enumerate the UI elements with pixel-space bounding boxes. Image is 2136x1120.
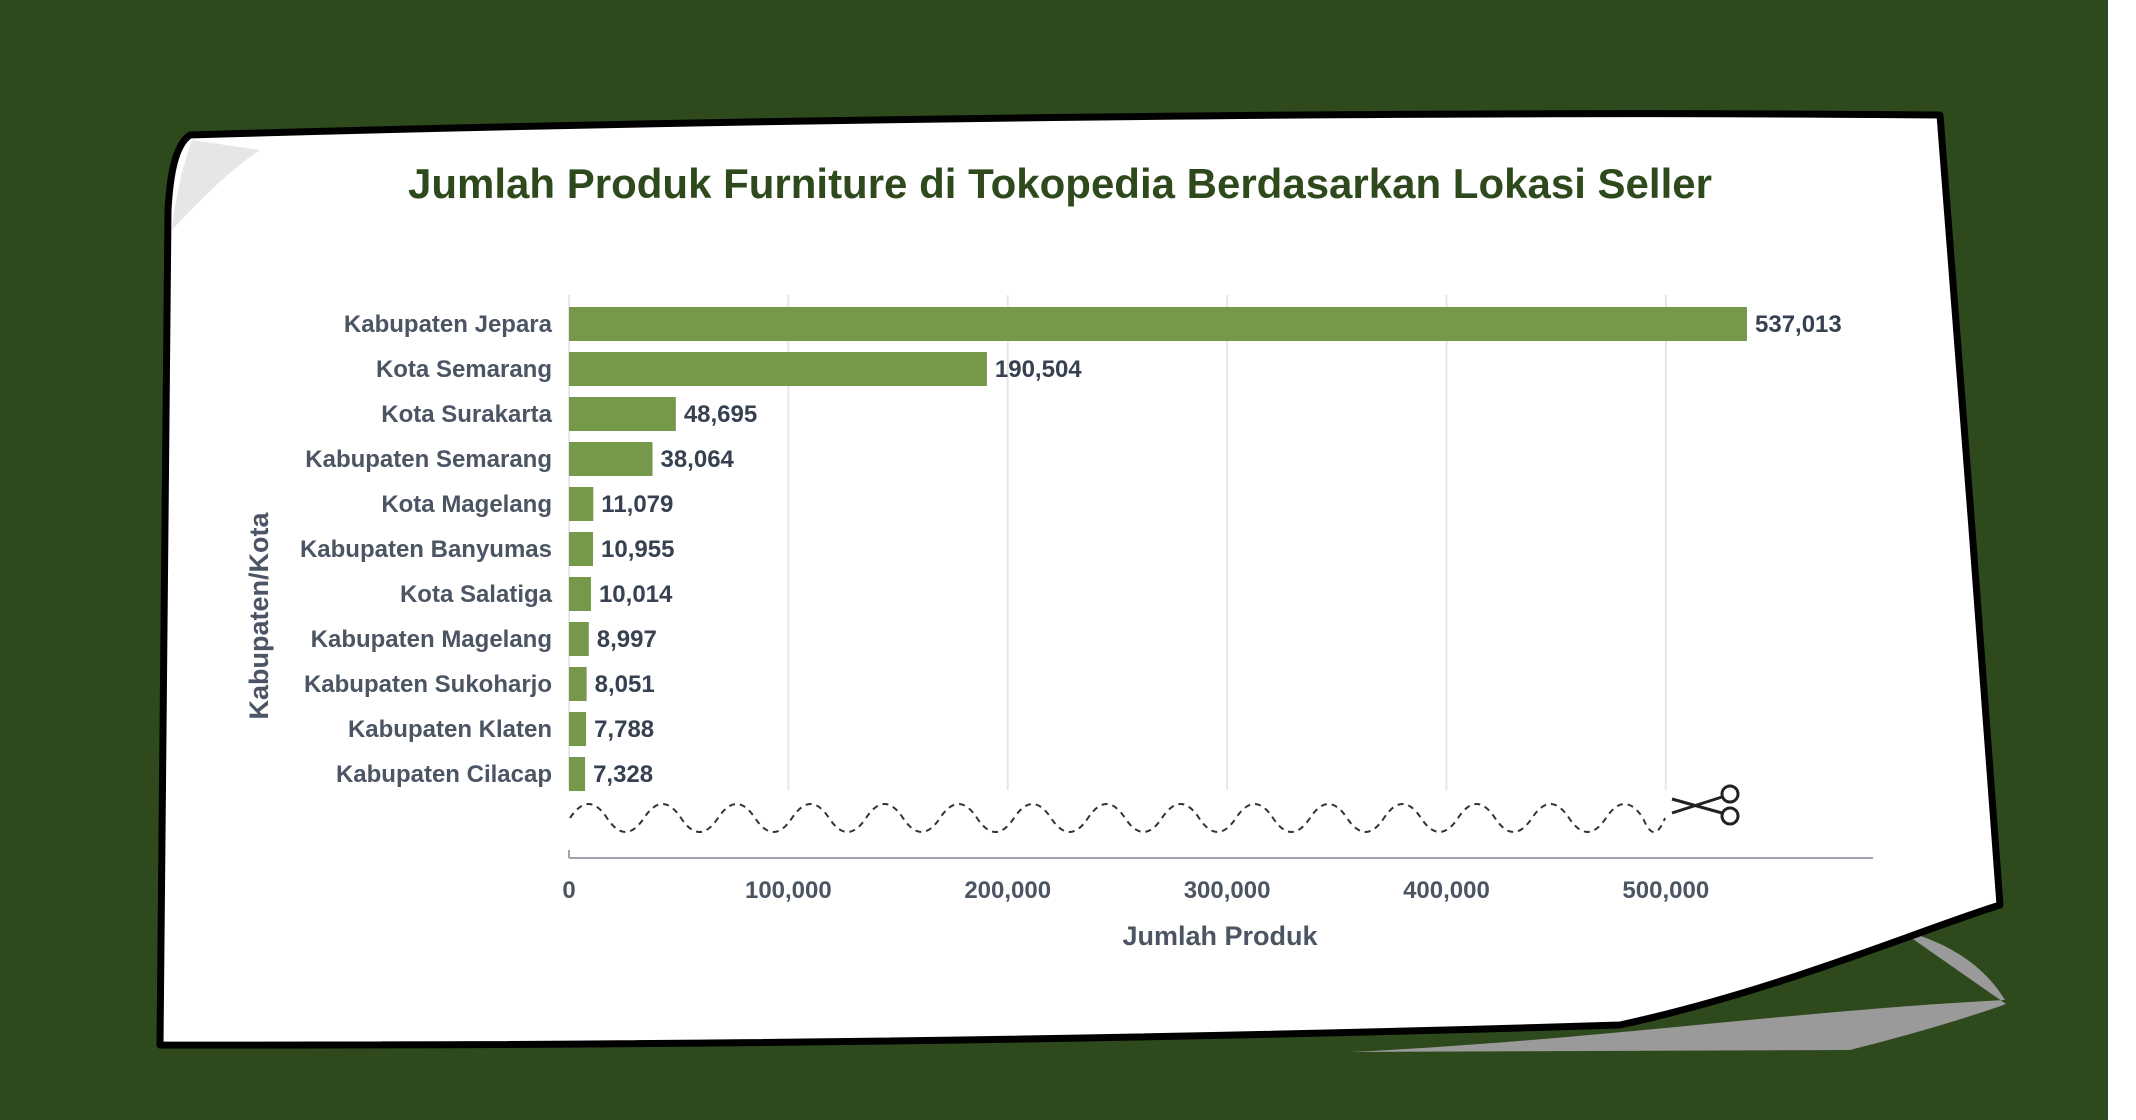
value-label-5: 10,955 — [601, 536, 674, 563]
category-label-4: Kota Magelang — [381, 491, 552, 518]
category-label-7: Kabupaten Magelang — [311, 626, 552, 653]
value-label-3: 38,064 — [660, 446, 734, 473]
paper-curl-shade — [172, 140, 260, 230]
value-label-8: 8,051 — [595, 671, 655, 698]
bar-2 — [569, 397, 676, 431]
chart-title: Jumlah Produk Furniture di Tokopedia Ber… — [408, 160, 1712, 207]
value-label-7: 8,997 — [597, 626, 657, 653]
value-label-10: 7,328 — [593, 761, 653, 788]
scissors-ring-a — [1720, 784, 1740, 804]
value-label-6: 10,014 — [599, 581, 673, 608]
category-label-1: Kota Semarang — [376, 356, 552, 383]
category-label-10: Kabupaten Cilacap — [336, 761, 552, 788]
category-label-2: Kota Surakarta — [381, 401, 552, 428]
x-tick-label-3: 300,000 — [1184, 877, 1271, 904]
bar-0 — [569, 307, 1747, 341]
x-tick-label-5: 500,000 — [1622, 877, 1709, 904]
scissors-icon — [1671, 784, 1740, 826]
bar-1 — [569, 352, 987, 386]
axis-break — [569, 784, 1740, 833]
value-label-2: 48,695 — [684, 401, 757, 428]
value-label-0: 537,013 — [1755, 311, 1842, 338]
category-label-6: Kota Salatiga — [400, 581, 553, 608]
x-tick-label-1: 100,000 — [745, 877, 832, 904]
right-edge-strip — [2108, 0, 2136, 1120]
scissors-blade-b — [1671, 797, 1723, 815]
break-wave-line — [569, 803, 1666, 833]
y-axis-title: Kabupaten/Kota — [244, 512, 274, 720]
bar-8 — [569, 667, 587, 701]
value-label-1: 190,504 — [995, 356, 1082, 383]
bar-3 — [569, 442, 653, 476]
category-label-8: Kabupaten Sukoharjo — [304, 671, 552, 698]
category-label-0: Kabupaten Jepara — [344, 311, 553, 338]
value-label-9: 7,788 — [594, 716, 654, 743]
bar-9 — [569, 712, 587, 746]
scissors-ring-b — [1720, 806, 1740, 826]
x-tick-label-2: 200,000 — [964, 877, 1051, 904]
label-layer: Kabupaten Jepara 537,013 Kota Semarang 190,… — [300, 311, 1842, 788]
category-label-3: Kabupaten Semarang — [305, 446, 552, 473]
x-tick-label-4: 400,000 — [1403, 877, 1490, 904]
bar-5 — [569, 532, 594, 566]
x-tick-label-0: 0 — [562, 877, 575, 904]
bar-layer — [569, 307, 1747, 791]
axis-layer: Kabupaten/Kota 0 100,000 200,000 300,000 400,… — [244, 512, 1873, 951]
bar-6 — [569, 577, 591, 611]
category-label-9: Kabupaten Klaten — [348, 716, 552, 743]
bar-4 — [569, 487, 594, 521]
category-label-5: Kabupaten Banyumas — [300, 536, 552, 563]
paper-shadow — [1350, 930, 2006, 1052]
value-label-4: 11,079 — [601, 491, 673, 518]
bar-10 — [569, 757, 586, 791]
x-axis-title: Jumlah Produk — [1122, 921, 1318, 951]
paper-sheet — [156, 110, 2004, 1049]
bar-7 — [569, 622, 589, 656]
